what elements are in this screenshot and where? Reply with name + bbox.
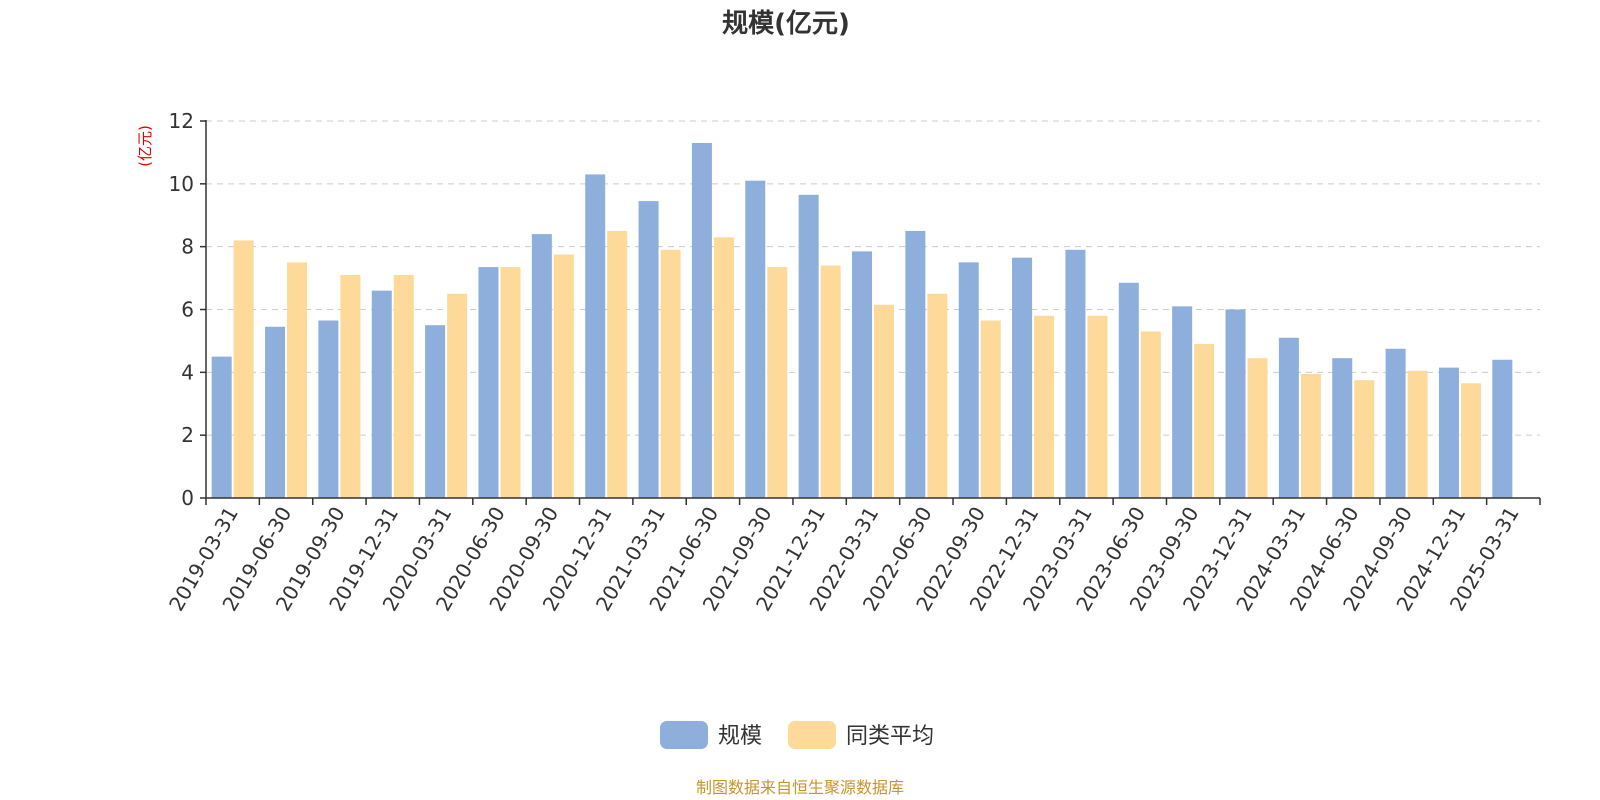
bar-peer-average [340, 274, 361, 498]
bar-peer-average [660, 249, 681, 498]
bar-scale [1438, 367, 1459, 498]
bar-peer-average [767, 267, 788, 498]
bar-scale [691, 142, 712, 498]
bar-peer-average [1087, 315, 1108, 498]
bar-peer-average [607, 230, 628, 499]
bar-peer-average [233, 240, 254, 498]
bar-scale [265, 326, 286, 498]
bar-scale [798, 194, 819, 498]
legend-label: 规模 [718, 724, 762, 749]
bar-scale [1332, 358, 1353, 498]
bar-scale [318, 320, 339, 498]
y-tick-label: 4 [181, 360, 194, 384]
bar-peer-average [1300, 373, 1321, 498]
bar-peer-average [393, 274, 414, 498]
bar-scale [211, 356, 232, 498]
legend[interactable]: 规模 同类平均 [660, 721, 934, 749]
legend-swatch [660, 721, 708, 749]
bar-peer-average [1460, 383, 1481, 498]
bar-peer-average [447, 293, 468, 498]
bar-peer-average [1354, 380, 1375, 498]
chart-title: 规模(亿元) [722, 9, 850, 39]
bar-scale [1172, 306, 1193, 498]
bar-scale [1118, 282, 1139, 498]
y-tick-label: 8 [181, 235, 194, 259]
bar-peer-average [1140, 331, 1161, 498]
bar-peer-average [1247, 358, 1268, 498]
legend-label: 同类平均 [846, 724, 934, 749]
data-source-note: 制图数据来自恒生聚源数据库 [696, 778, 904, 797]
bar-peer-average [713, 237, 734, 498]
bar-peer-average [1034, 315, 1055, 498]
legend-swatch [788, 721, 836, 749]
bar-scale [1278, 337, 1299, 498]
y-tick-label: 2 [181, 423, 194, 447]
bar-scale [1225, 309, 1246, 498]
bar-scale [1492, 359, 1513, 498]
bar-scale [905, 230, 926, 499]
bar-scale [638, 201, 659, 499]
bar-scale [745, 180, 766, 499]
bar-scale [1065, 249, 1086, 498]
bar-peer-average [553, 254, 574, 498]
bar-scale [585, 174, 606, 499]
bar-scale [371, 290, 392, 498]
bars [211, 142, 1513, 499]
bar-peer-average [820, 265, 841, 498]
bar-scale [1385, 348, 1406, 498]
bar-scale [852, 251, 872, 498]
legend-item-scale[interactable]: 规模 [660, 721, 762, 749]
bar-scale [1012, 257, 1033, 498]
bar-peer-average [287, 262, 308, 498]
y-tick-label: 12 [169, 109, 194, 133]
legend-item-peer-average[interactable]: 同类平均 [788, 721, 934, 749]
y-tick-label: 6 [181, 298, 194, 322]
bar-scale [478, 267, 499, 498]
bar-peer-average [874, 304, 894, 498]
y-axis-unit-label: (亿元) [136, 125, 154, 167]
bar-peer-average [500, 267, 521, 498]
bar-scale [425, 325, 446, 498]
bar-peer-average [927, 293, 948, 498]
bar-peer-average [980, 320, 1001, 498]
y-tick-label: 0 [181, 486, 194, 510]
bar-peer-average [1407, 370, 1428, 498]
bar-scale [531, 234, 552, 498]
y-tick-label: 10 [169, 172, 194, 196]
bar-peer-average [1194, 344, 1215, 498]
bar-scale [958, 262, 979, 498]
